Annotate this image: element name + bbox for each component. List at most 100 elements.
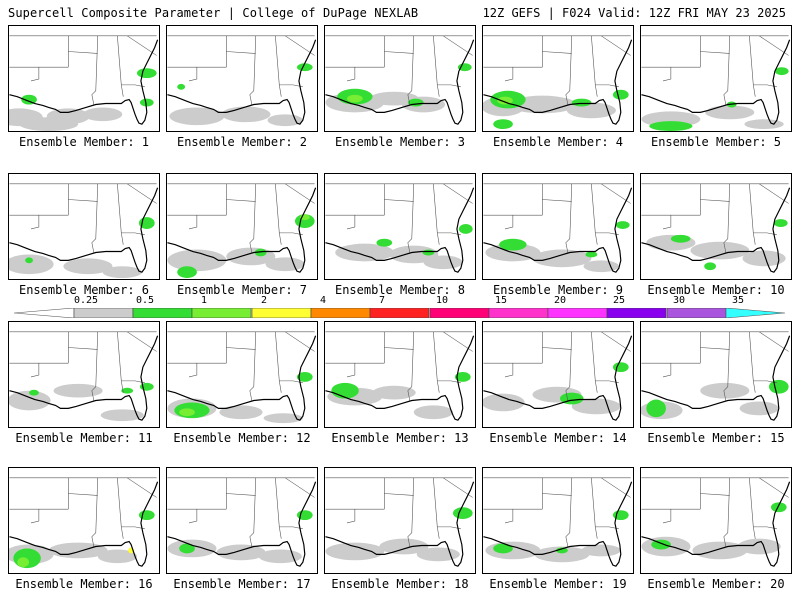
scp-contour-mid — [458, 224, 473, 234]
scp-contour-mid — [499, 238, 527, 251]
map-canvas — [9, 35, 159, 131]
state-border — [749, 183, 756, 245]
scp-contour-mid — [556, 547, 568, 554]
state-border — [384, 51, 414, 54]
state-border — [483, 66, 514, 82]
colorbar-segment — [73, 308, 134, 318]
scp-contour-mid — [612, 362, 629, 373]
scp-contour-low — [216, 544, 266, 561]
scp-contour-low — [263, 413, 303, 424]
state-border — [407, 183, 415, 253]
ensemble-member-map — [482, 467, 634, 574]
ensemble-member-label: Ensemble Member: 20 — [647, 577, 785, 591]
state-border — [68, 199, 98, 202]
map-canvas — [9, 183, 159, 279]
scp-contour-low — [739, 401, 779, 416]
scp-contour-mid — [376, 238, 393, 247]
map-canvas — [325, 477, 475, 567]
state-border — [384, 347, 414, 350]
state-border — [749, 331, 756, 393]
coastline — [167, 335, 317, 421]
state-border — [433, 477, 440, 539]
ensemble-member-label: Ensemble Member: 3 — [334, 135, 466, 149]
state-border — [275, 35, 282, 97]
ensemble-member-label: Ensemble Member: 17 — [173, 577, 311, 591]
coastline — [483, 187, 633, 273]
scp-contour-low — [169, 107, 225, 126]
scp-contour-mid — [177, 266, 197, 279]
state-border — [9, 362, 40, 378]
scp-contour-low — [416, 547, 460, 562]
state-border — [167, 362, 198, 378]
colorbar-right-cap — [725, 308, 786, 318]
scp-contour-low — [100, 409, 144, 422]
colorbar-left-cap — [14, 308, 75, 318]
state-border — [325, 214, 356, 230]
map-canvas — [641, 183, 791, 273]
scp-contour-mid — [422, 249, 435, 256]
ensemble-member-map — [324, 173, 476, 280]
map-canvas — [167, 183, 317, 279]
map-canvas — [9, 477, 159, 569]
ensemble-member-map — [324, 25, 476, 132]
state-border — [591, 35, 598, 97]
scp-contour-low — [583, 260, 619, 273]
colorbar-tick-label: 15 — [494, 295, 508, 306]
colorbar-tick-label: 1 — [200, 295, 208, 306]
state-border — [384, 493, 414, 496]
state-border — [91, 477, 99, 547]
scp-contour-low — [581, 544, 621, 557]
state-border — [565, 183, 573, 253]
state-border — [325, 362, 356, 378]
scp-contour-mid — [774, 67, 789, 76]
ensemble-member-map — [166, 467, 318, 574]
state-border — [325, 66, 356, 82]
coastline — [641, 187, 791, 273]
state-border — [700, 347, 730, 350]
scp-contour-low — [700, 382, 750, 399]
state-border — [117, 183, 124, 245]
ensemble-member-map — [640, 173, 792, 280]
colorbar-segment — [369, 308, 430, 318]
state-border — [565, 331, 573, 401]
scp-contour-high — [17, 557, 30, 568]
ensemble-member-label: Ensemble Member: 5 — [650, 135, 782, 149]
scp-contour-low — [372, 385, 416, 400]
map-canvas — [9, 331, 159, 422]
scp-contour-mid — [649, 121, 693, 131]
ensemble-member-label: Ensemble Member: 4 — [492, 135, 624, 149]
scp-contour-low — [690, 241, 750, 260]
state-border — [91, 35, 99, 105]
scp-contour-low — [744, 119, 784, 130]
state-border — [384, 199, 414, 202]
scp-contour-mid — [585, 251, 598, 258]
state-border — [723, 477, 731, 547]
colorbar-segment — [488, 308, 549, 318]
scp-contour-low — [483, 393, 525, 412]
state-border — [226, 347, 256, 350]
state-border — [275, 477, 282, 539]
colorbar-tick-label: 7 — [378, 295, 386, 306]
state-border — [275, 331, 282, 393]
coastline — [641, 335, 791, 421]
scp-contour-low — [9, 254, 54, 275]
scp-contour-low — [167, 249, 227, 272]
state-border — [700, 199, 730, 202]
ensemble-member-label: Ensemble Member: 19 — [489, 577, 627, 591]
scp-contour-mid — [331, 382, 359, 399]
ensemble-member-label: Ensemble Member: 1 — [18, 135, 150, 149]
scp-contour-mid — [493, 543, 513, 554]
coastline — [641, 39, 791, 125]
ensemble-member-map — [166, 25, 318, 132]
state-border — [433, 183, 440, 245]
colorbar-segment — [606, 308, 667, 318]
state-border — [723, 183, 731, 253]
state-border — [591, 183, 598, 245]
coastline — [167, 39, 317, 125]
coastline — [483, 335, 633, 421]
scp-contour-mid — [704, 262, 716, 271]
coastline — [483, 39, 633, 125]
state-border — [117, 477, 124, 539]
state-border — [407, 35, 415, 105]
state-border — [542, 51, 572, 54]
